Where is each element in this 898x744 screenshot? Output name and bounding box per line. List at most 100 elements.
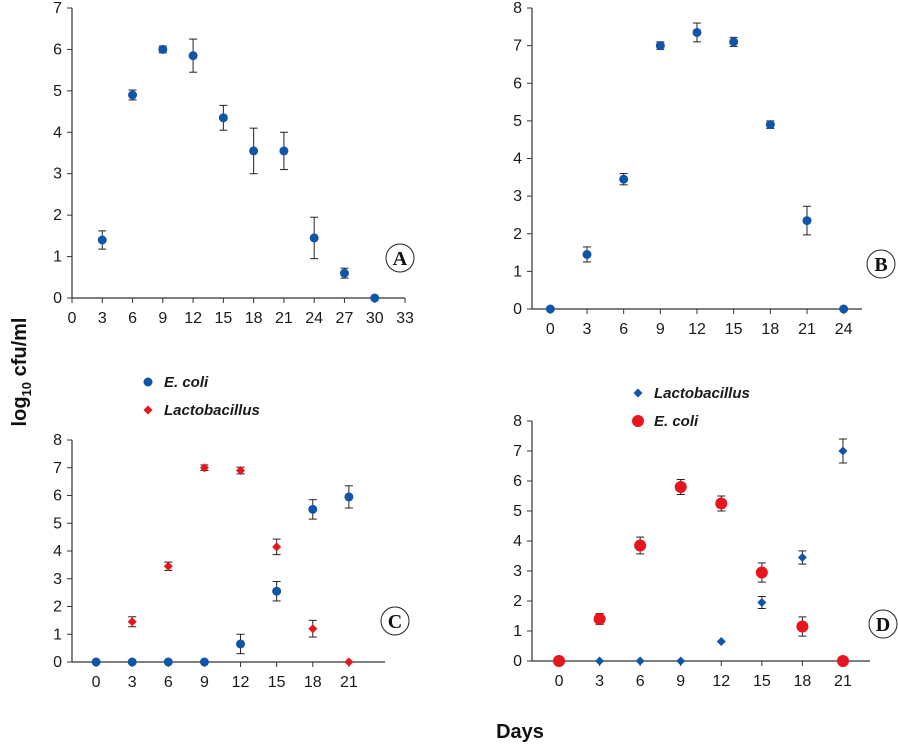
- x-tick-label: 3: [583, 321, 592, 338]
- y-tick-label: 3: [53, 166, 62, 183]
- panel-label-badge-b: [866, 249, 896, 279]
- data-point-e-coli: [309, 233, 319, 243]
- y-tick-label: 4: [53, 124, 62, 141]
- data-point-lactobacillus: [635, 656, 645, 666]
- data-point-e-coli: [127, 657, 137, 667]
- y-tick-label: 2: [513, 226, 522, 243]
- y-tick-label: 7: [53, 0, 62, 17]
- data-point-e-coli: [545, 304, 555, 314]
- x-tick-label: 6: [636, 673, 645, 690]
- y-tick-label: 4: [513, 151, 522, 168]
- legend-label-e-coli: E. coli: [654, 413, 699, 430]
- y-tick-label: 2: [53, 599, 62, 616]
- panel-label-badge-d: [868, 609, 898, 639]
- x-tick-label: 18: [245, 310, 263, 327]
- y-tick-label: 1: [513, 623, 522, 640]
- y-tick-label: 0: [53, 654, 62, 671]
- y-tick-label: 1: [53, 626, 62, 643]
- data-point-e-coli: [279, 146, 289, 156]
- data-point-e-coli: [339, 268, 349, 278]
- x-tick-label: 18: [761, 321, 779, 338]
- y-tick-label: 2: [513, 593, 522, 610]
- y-tick-label: 5: [513, 503, 522, 520]
- data-point-e-coli: [236, 639, 246, 649]
- x-tick-label: 6: [619, 321, 628, 338]
- x-tick-label: 0: [555, 673, 564, 690]
- data-point-e-coli: [634, 539, 647, 552]
- data-point-e-coli: [308, 504, 318, 514]
- x-tick-label: 33: [396, 310, 414, 327]
- x-tick-label: 12: [232, 674, 250, 691]
- data-point-e-coli: [370, 293, 380, 303]
- y-tick-label: 0: [53, 290, 62, 307]
- y-tick-label: 3: [53, 571, 62, 588]
- y-tick-label: 4: [513, 533, 522, 550]
- legend-marker-e-coli: [632, 415, 644, 427]
- legend-label-e-coli: E. coli: [164, 374, 209, 391]
- y-tick-label: 1: [53, 249, 62, 266]
- y-tick-label: 3: [513, 563, 522, 580]
- data-point-e-coli: [582, 249, 592, 259]
- y-tick-label: 8: [513, 0, 522, 17]
- data-point-e-coli: [796, 620, 809, 633]
- data-point-lactobacillus: [308, 624, 318, 634]
- legend-marker-lactobacillus: [143, 405, 153, 415]
- x-tick-label: 21: [834, 673, 852, 690]
- data-point-lactobacillus: [199, 463, 209, 473]
- legend-label-lactobacillus: Lactobacillus: [164, 402, 260, 419]
- y-tick-label: 6: [513, 75, 522, 92]
- data-point-lactobacillus: [127, 617, 137, 627]
- x-tick-label: 24: [835, 321, 853, 338]
- legend-marker-lactobacillus: [633, 388, 643, 398]
- data-point-e-coli: [553, 655, 566, 667]
- data-point-e-coli: [729, 37, 739, 47]
- y-tick-label: 6: [53, 488, 62, 505]
- x-tick-label: 6: [128, 310, 137, 327]
- data-point-e-coli: [249, 146, 259, 156]
- x-tick-label: 0: [68, 310, 77, 327]
- panel-label-a: A: [393, 248, 408, 270]
- data-point-e-coli: [593, 613, 606, 625]
- y-tick-label: 5: [513, 113, 522, 130]
- x-tick-label: 15: [725, 321, 743, 338]
- x-tick-label: 12: [688, 321, 706, 338]
- data-point-lactobacillus: [838, 446, 848, 456]
- data-point-e-coli: [158, 44, 168, 54]
- x-tick-label: 18: [304, 674, 322, 691]
- data-point-lactobacillus: [344, 657, 354, 667]
- y-tick-label: 6: [53, 41, 62, 58]
- x-tick-label: 12: [184, 310, 202, 327]
- y-tick-label: 5: [53, 83, 62, 100]
- x-tick-label: 21: [798, 321, 816, 338]
- x-tick-label: 15: [214, 310, 232, 327]
- data-point-e-coli: [188, 51, 198, 61]
- x-tick-label: 21: [340, 674, 358, 691]
- x-tick-label: 9: [200, 674, 209, 691]
- y-tick-label: 0: [513, 653, 522, 670]
- panel-label-badge-c: [380, 606, 410, 636]
- data-point-lactobacillus: [676, 656, 686, 666]
- data-point-lactobacillus: [716, 637, 726, 646]
- y-tick-label: 4: [53, 543, 62, 560]
- y-tick-label: 2: [53, 207, 62, 224]
- data-point-e-coli: [755, 566, 768, 579]
- data-point-lactobacillus: [236, 466, 246, 476]
- x-axis-title: Days: [496, 721, 544, 743]
- data-point-lactobacillus: [163, 561, 173, 571]
- data-point-e-coli: [655, 41, 665, 51]
- y-tick-label: 8: [513, 413, 522, 430]
- y-axis-title: log10 cfu/ml: [9, 318, 34, 427]
- data-point-e-coli: [128, 90, 138, 100]
- y-tick-label: 3: [513, 188, 522, 205]
- data-point-e-coli: [619, 174, 629, 184]
- y-tick-label: 6: [513, 473, 522, 490]
- x-tick-label: 3: [128, 674, 137, 691]
- data-point-lactobacillus: [757, 598, 767, 607]
- panel-label-b: B: [874, 254, 887, 276]
- panel-label-badge-a: [385, 243, 415, 273]
- x-tick-label: 12: [712, 673, 730, 690]
- data-point-e-coli: [674, 481, 687, 493]
